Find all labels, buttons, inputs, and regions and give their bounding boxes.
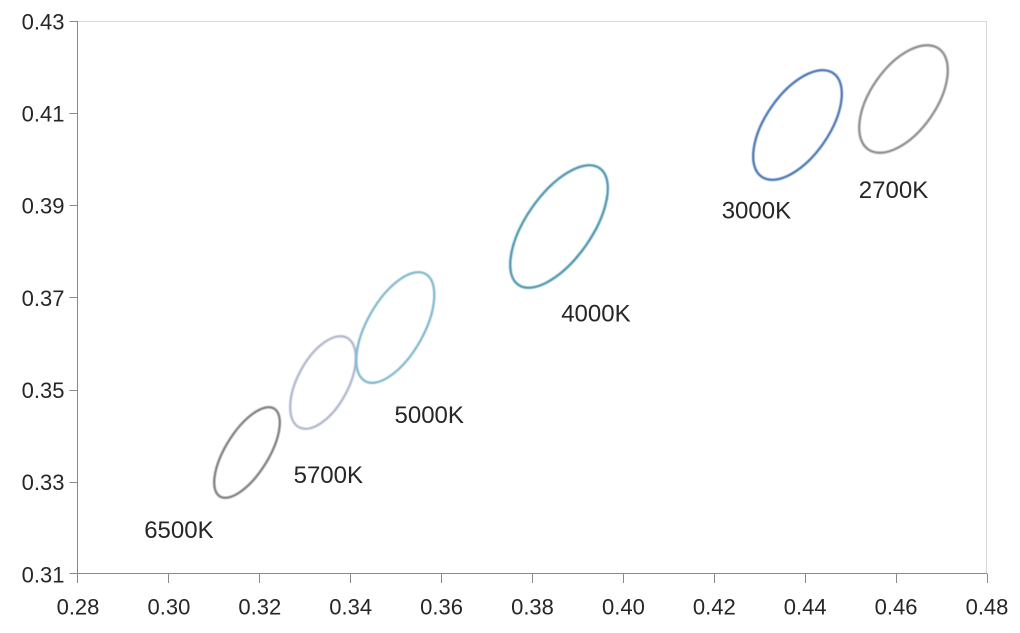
- svg-text:4000K: 4000K: [561, 300, 630, 327]
- svg-text:0.34: 0.34: [329, 595, 372, 620]
- svg-text:5700K: 5700K: [294, 462, 363, 489]
- svg-text:0.38: 0.38: [511, 595, 554, 620]
- svg-text:6500K: 6500K: [144, 517, 213, 544]
- svg-text:0.46: 0.46: [875, 595, 918, 620]
- svg-text:0.39: 0.39: [22, 194, 65, 219]
- svg-text:0.28: 0.28: [57, 595, 100, 620]
- svg-text:0.35: 0.35: [22, 378, 65, 403]
- svg-text:0.48: 0.48: [966, 595, 1009, 620]
- svg-text:5000K: 5000K: [395, 402, 464, 429]
- svg-text:2700K: 2700K: [859, 177, 928, 204]
- svg-text:0.42: 0.42: [693, 595, 736, 620]
- svg-text:0.32: 0.32: [238, 595, 281, 620]
- svg-text:0.44: 0.44: [784, 595, 827, 620]
- svg-text:0.37: 0.37: [22, 286, 65, 311]
- svg-text:0.40: 0.40: [602, 595, 645, 620]
- svg-text:0.33: 0.33: [22, 470, 65, 495]
- svg-text:0.36: 0.36: [420, 595, 463, 620]
- svg-text:0.30: 0.30: [147, 595, 190, 620]
- svg-text:0.41: 0.41: [22, 102, 65, 127]
- svg-text:3000K: 3000K: [722, 197, 791, 224]
- svg-text:0.43: 0.43: [22, 9, 65, 34]
- svg-text:0.31: 0.31: [22, 562, 65, 587]
